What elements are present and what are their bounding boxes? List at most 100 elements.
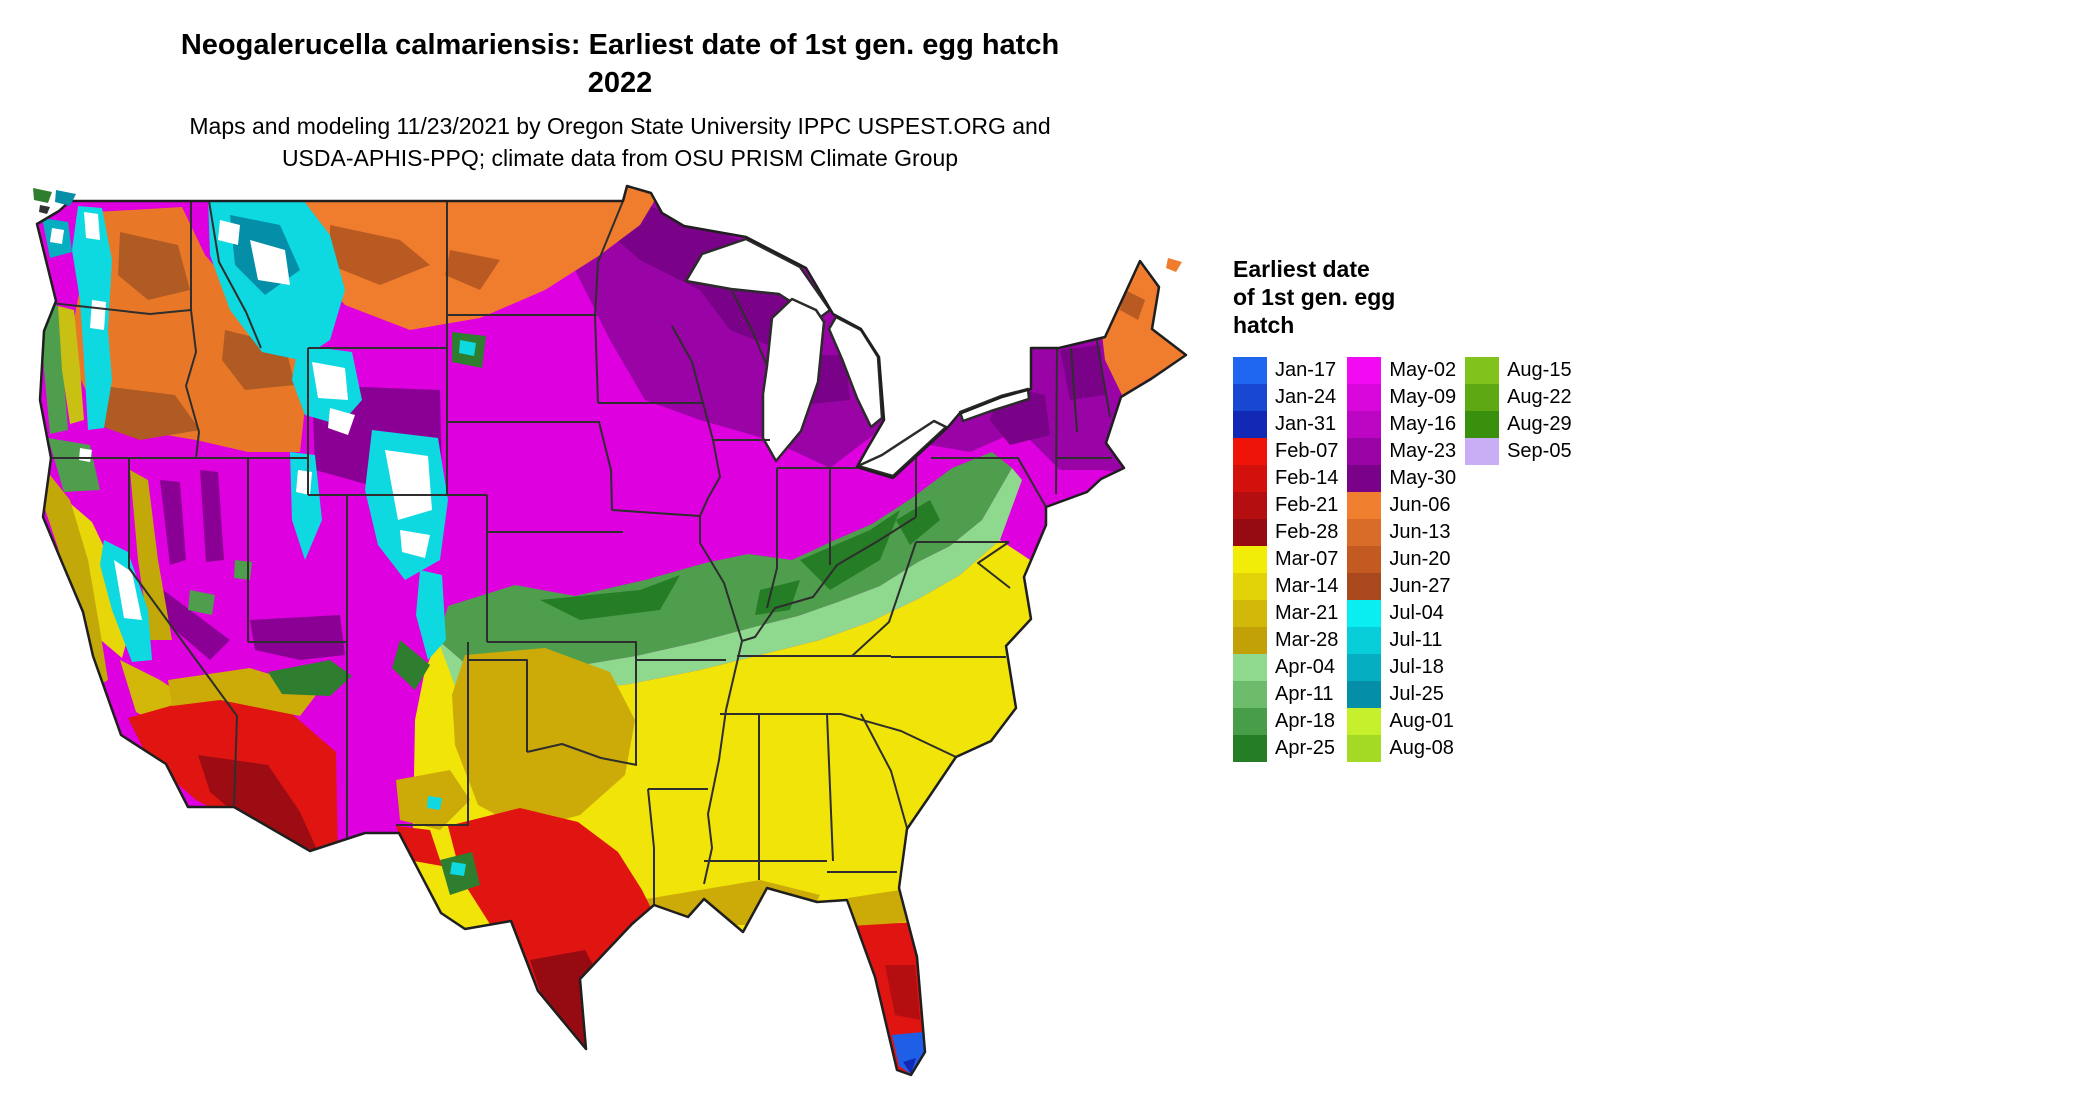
zone-white-yellowstone [312,362,348,400]
legend-item: Aug-01 [1347,708,1456,735]
legend-label: Jul-25 [1389,683,1444,705]
legend-swatch [1347,600,1382,627]
legend-item: Jan-31 [1233,411,1338,438]
legend-item: Jun-13 [1347,519,1456,546]
legend-label: Jan-24 [1275,386,1337,408]
legend-swatch [1347,357,1382,384]
legend-item: Aug-15 [1465,357,1572,384]
zone-navy-floridatip [903,1058,916,1074]
legend-swatch [1347,384,1382,411]
state-borders [43,200,1112,905]
legend-label: Apr-18 [1275,710,1336,732]
legend-item: Feb-28 [1233,519,1338,546]
legend-swatch [1347,465,1382,492]
legend-swatch [1347,573,1382,600]
legend-swatch [1233,654,1267,681]
zone-darkred-desert [198,755,318,852]
legend-label: Feb-21 [1275,494,1339,516]
legend-label: Jun-27 [1389,575,1451,597]
legend-column: Jan-17 Jan-24 Jan-31 Feb-07 Feb-14 Feb-21 Feb-… [1233,357,1338,762]
legend-swatch [1233,546,1267,573]
zone-white-idaho [250,240,290,285]
zone-white-shasta [79,448,92,462]
legend-swatch [1465,357,1500,384]
legend-swatch [1233,357,1267,384]
legend-title: Earliest date of 1st gen. egg hatch [1233,256,1396,338]
legend-item: Jul-18 [1347,654,1456,681]
page-title: Neogalerucella calmariensis: Earliest da… [0,26,1240,102]
zone-cyan-davismtns [450,862,466,876]
zone-green-mogollon [268,660,352,696]
legend-label: Aug-15 [1507,359,1572,381]
legend-label: Jul-04 [1389,602,1444,624]
legend-swatch [1347,681,1382,708]
legend-swatch [1347,654,1382,681]
legend-label: Mar-14 [1275,575,1339,597]
zone-darkgreen-ozark [540,575,680,620]
zone-white-olympics [50,228,64,244]
title-line-2: 2022 [587,67,653,99]
legend-item: Feb-14 [1233,465,1338,492]
great-lakes [684,237,1031,478]
legend-swatch [1233,735,1267,762]
legend-swatch [1347,708,1382,735]
legend-item: Mar-07 [1233,546,1338,573]
legend-swatch [1233,465,1267,492]
legend-item: Aug-29 [1465,411,1572,438]
zone-brown-maine [1120,290,1145,320]
island-speck-4 [1166,258,1182,272]
zone-brown-seoregon [95,385,200,440]
subtitle-line-1: Maps and modeling 11/23/2021 by Oregon S… [189,113,1051,139]
zone-green-nevada-1 [188,590,215,615]
legend-swatch [1347,438,1382,465]
title-line-1: Neogalerucella calmariensis: Earliest da… [180,29,1060,61]
legend-item: Jun-20 [1347,546,1456,573]
legend-item: Jul-25 [1347,681,1456,708]
legend-item: Apr-18 [1233,708,1338,735]
zone-darkgreen-cumberland [755,580,800,615]
legend-item: Jul-04 [1347,600,1456,627]
zone-white-uintas [296,470,312,495]
legend-label: May-23 [1389,440,1457,462]
legend-swatch [1233,600,1267,627]
legend-item: Apr-11 [1233,681,1338,708]
zone-green-nevada-2 [234,560,252,580]
zone-gold-florida [848,890,915,930]
legend-column: May-02 May-09 May-16 May-23 May-30 Jun-06 Jun-… [1347,357,1456,762]
zone-white-corockies-2 [400,530,430,558]
legend-label: Feb-28 [1275,521,1339,543]
legend-label: Aug-22 [1507,386,1572,408]
subtitle-line-2: USDA-APHIS-PPQ; climate data from OSU PR… [281,145,959,171]
legend-label: Aug-01 [1389,710,1454,732]
legend-label: Aug-08 [1389,737,1454,759]
legend-swatch [1233,492,1267,519]
legend-label: Apr-04 [1275,656,1336,678]
zone-brown-nd [445,250,500,290]
legend-label: May-02 [1389,359,1457,381]
zone-brown-easternwa [118,232,190,300]
legend-item: May-02 [1347,357,1456,384]
lake-ontario [958,387,1031,423]
zone-white-windriver [328,408,355,435]
legend-item: Mar-28 [1233,627,1338,654]
legend-label: Jun-13 [1389,521,1451,543]
legend-swatch [1233,411,1267,438]
zone-cyan-sangredecristo [416,570,446,660]
zone-white-rainier [90,300,106,330]
zone-white-cabinet [218,220,240,245]
legend-label: Mar-21 [1275,602,1339,624]
offmap-islands [33,188,1182,272]
legend-label: Jul-18 [1389,656,1444,678]
legend-swatch [1233,627,1267,654]
zone-white-sierra [114,560,142,620]
legend-swatch [1347,411,1382,438]
legend-item: Feb-21 [1233,492,1338,519]
zone-olive-westnevada [130,470,172,640]
zone-cyan-guadalupe [427,796,442,810]
zone-olive-cacoast [42,470,108,688]
legend-swatch [1347,492,1382,519]
legend-item: Jun-06 [1347,492,1456,519]
legend-swatch [1465,411,1500,438]
